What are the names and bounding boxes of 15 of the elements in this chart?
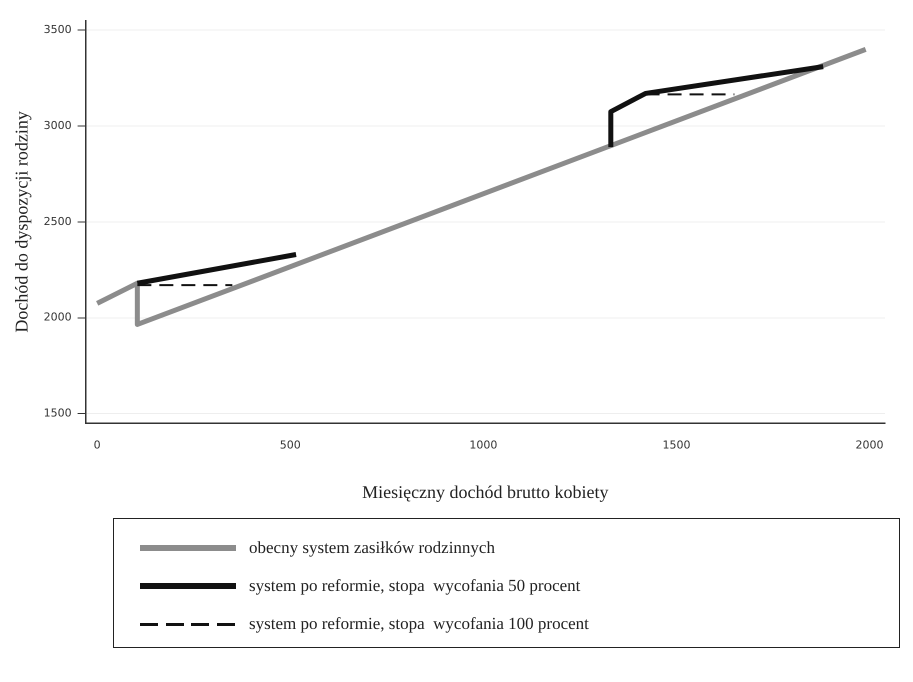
y-axis-title: Dochód do dyspozycji rodziny — [12, 111, 32, 333]
legend-label: system po reformie, stopa wycofania 100 procent — [249, 614, 589, 634]
y-tick-label: 2000 — [44, 310, 72, 324]
y-tick-label: 3500 — [44, 23, 72, 36]
y-tick-label: 1500 — [44, 406, 72, 420]
x-tick-label: 0 — [94, 438, 101, 452]
legend-label: obecny system zasiłków rodzinnych — [249, 538, 495, 558]
legend-label: system po reformie, stopa wycofania 50 procent — [249, 576, 580, 596]
x-tick-label: 1500 — [662, 438, 690, 452]
y-tick-label: 3000 — [44, 118, 72, 132]
x-tick-label: 1000 — [469, 438, 498, 452]
x-tick-label: 2000 — [856, 438, 884, 452]
x-axis-title: Miesięczny dochód brutto kobiety — [362, 482, 609, 502]
x-tick-label: 500 — [280, 438, 301, 452]
y-tick-label: 2500 — [44, 214, 72, 228]
